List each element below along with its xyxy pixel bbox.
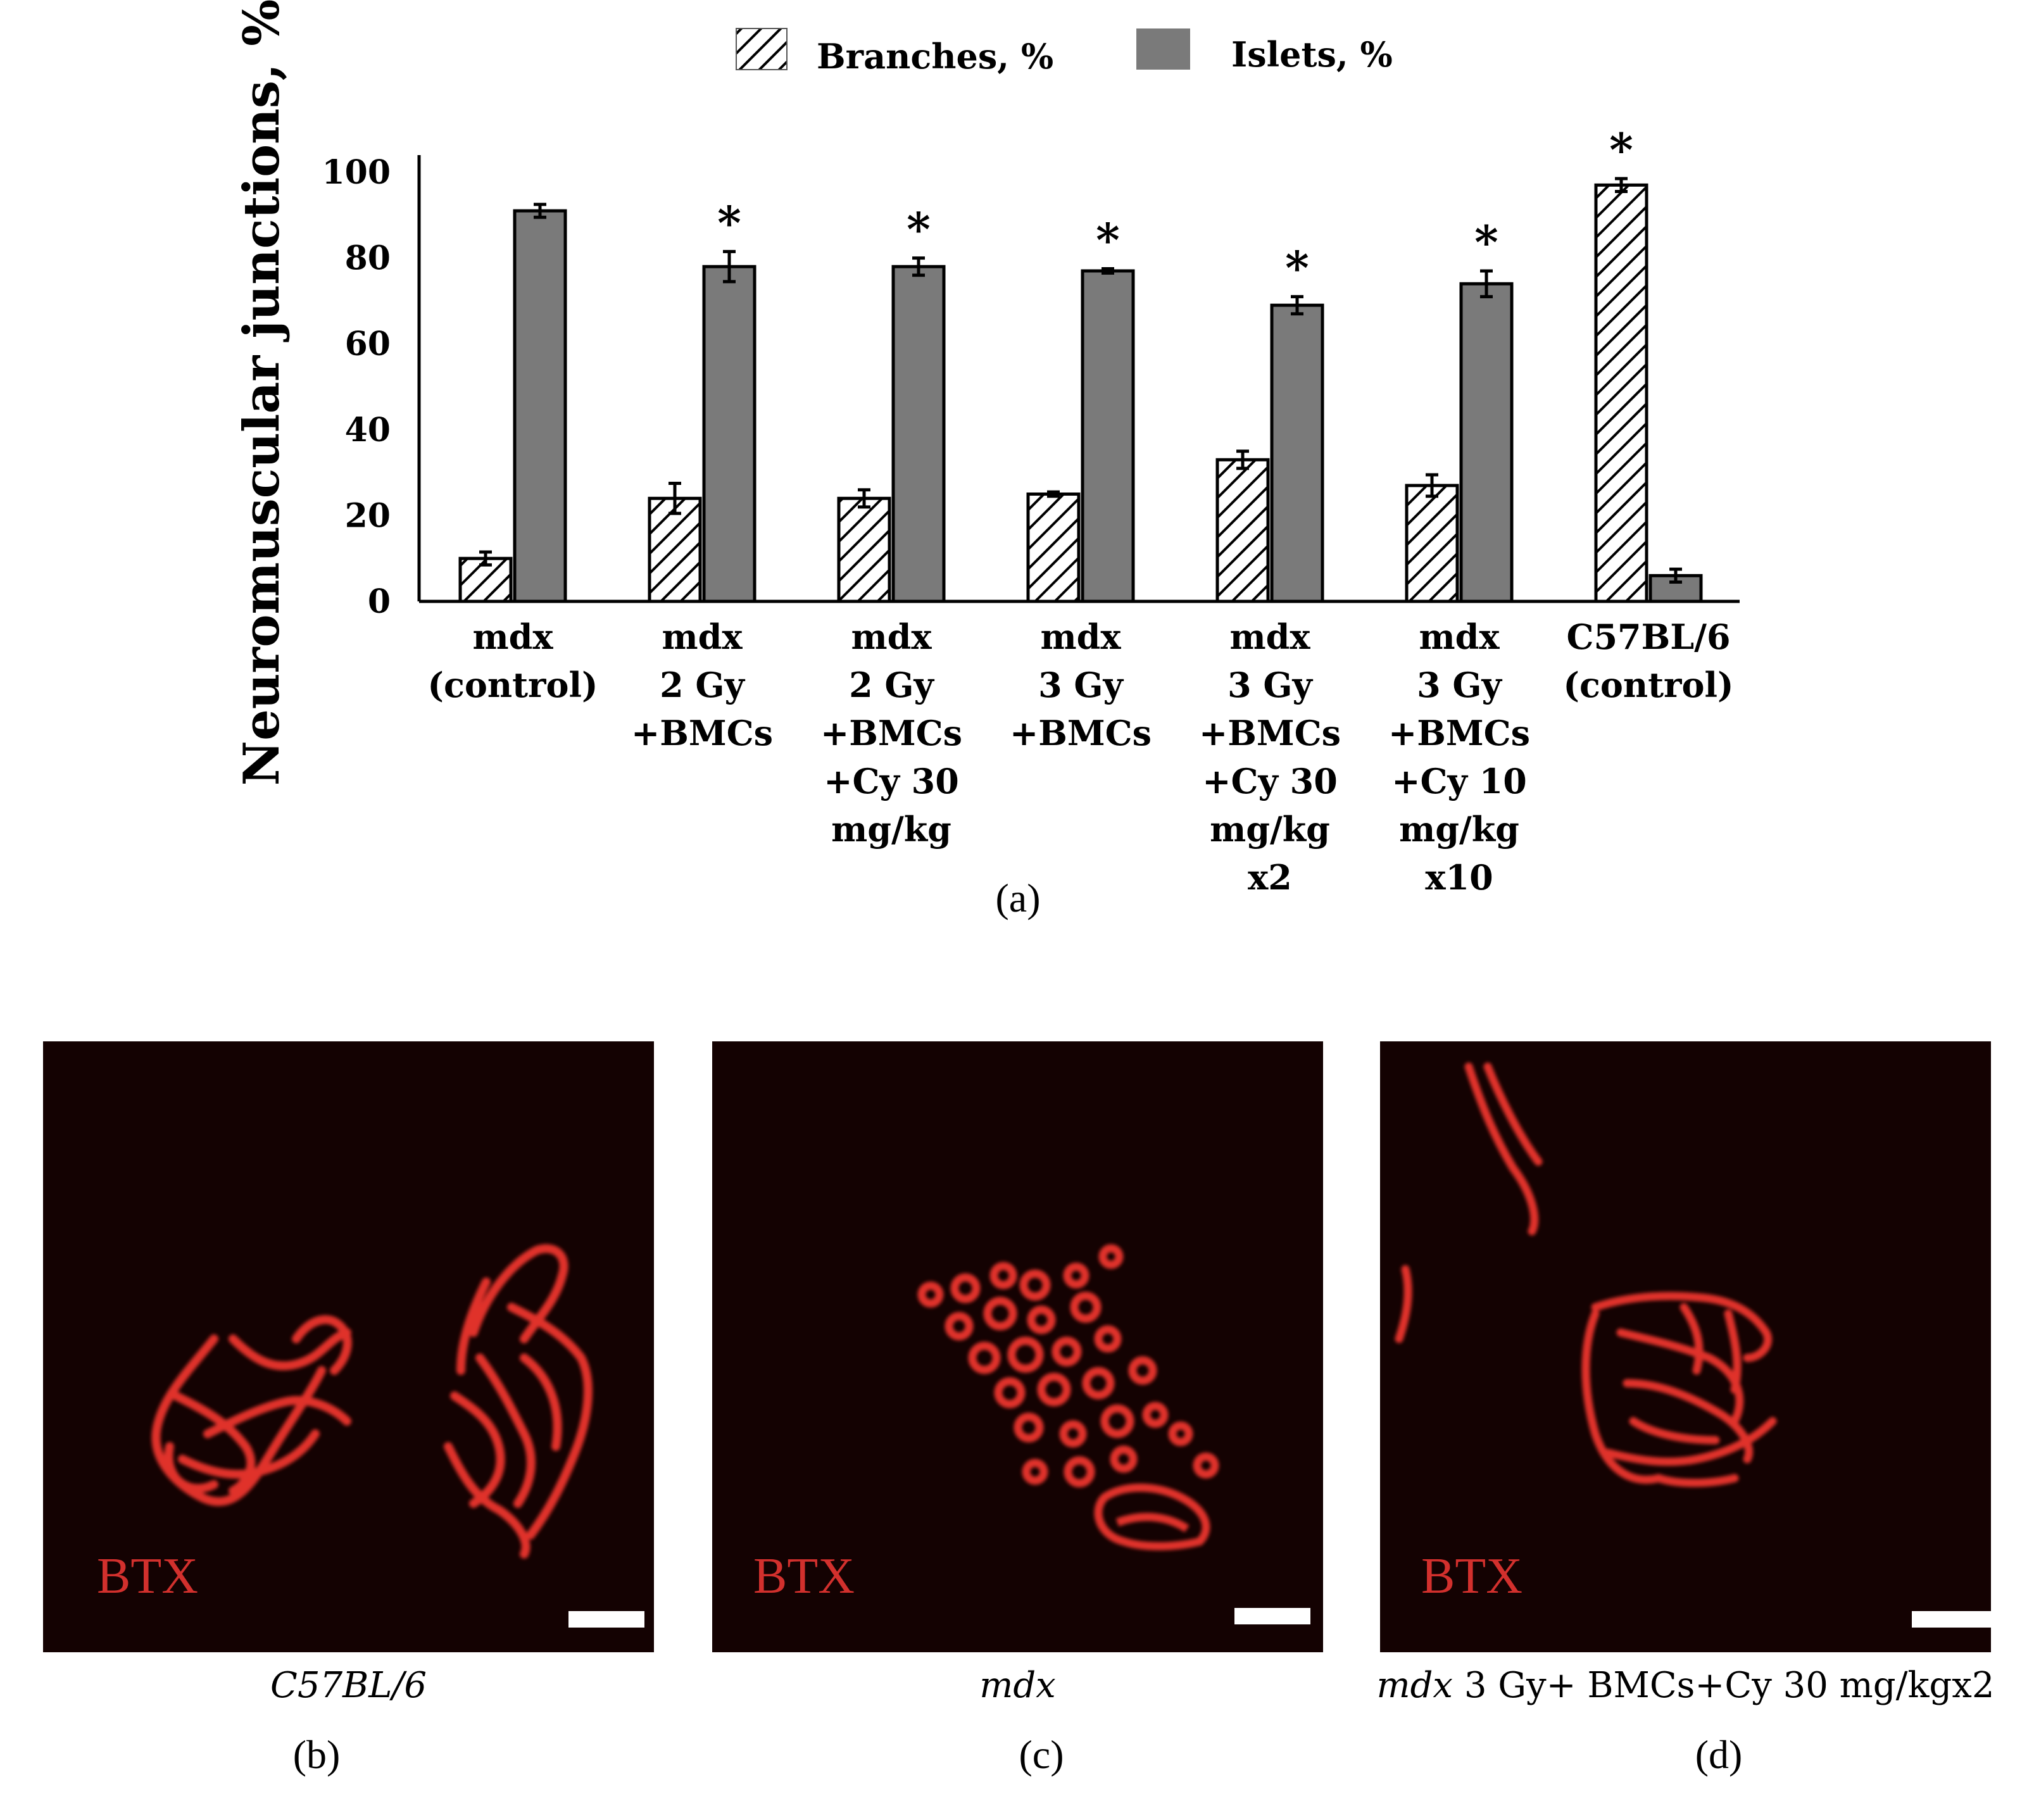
x-tick-label-2-2: +BMCs xyxy=(820,713,962,753)
panel-label-d: (d) xyxy=(1695,1732,1743,1777)
legend-label-branches: Branches, % xyxy=(817,36,1053,77)
panel-label-c: (c) xyxy=(1019,1732,1064,1777)
x-tick-label-5-4: mg/kg xyxy=(1399,809,1519,850)
caption-b-strain: C57BL/6 xyxy=(270,1665,427,1706)
y-tick-label-1: 20 xyxy=(345,496,391,535)
panel-label-b: (b) xyxy=(292,1732,341,1777)
bar-islets-5 xyxy=(1459,282,1514,603)
stain-label-c: BTX xyxy=(753,1548,855,1604)
x-tick-label-4-3: +Cy 30 xyxy=(1202,761,1338,801)
bar-chart: 0 20 40 60 80 100 Neuromuscular junctions, % Br… xyxy=(233,0,1740,920)
x-tick-label-0-0: mdx xyxy=(472,617,553,657)
nmj-pretzel-image xyxy=(151,1244,593,1559)
stain-label-d: BTX xyxy=(1421,1548,1522,1604)
caption-d-strain: mdx xyxy=(1376,1665,1453,1706)
significance-marker-4: * xyxy=(1285,241,1309,295)
x-tick-label-5-5: x10 xyxy=(1425,857,1493,898)
significance-marker-2: * xyxy=(907,203,931,256)
x-tick-label-3-0: mdx xyxy=(1040,617,1121,657)
micrograph-c: BTX xyxy=(712,1041,1323,1652)
bar-islets-0 xyxy=(513,209,567,603)
x-tick-label-4-0: mdx xyxy=(1229,617,1310,657)
y-axis-label: Neuromuscular junctions, % xyxy=(233,0,291,786)
caption-c: mdx xyxy=(712,1665,1323,1706)
legend-swatch-branches xyxy=(736,28,788,70)
bar-branches-2 xyxy=(837,496,891,603)
scale-bar-d xyxy=(1912,1611,1991,1628)
x-tick-label-5-3: +Cy 10 xyxy=(1391,761,1527,801)
legend-label-islets: Islets, % xyxy=(1231,34,1393,75)
x-tick-label-1-2: +BMCs xyxy=(631,713,773,753)
y-tick-label-3: 60 xyxy=(345,325,391,363)
x-tick-label-6-0: C57BL/6 xyxy=(1566,617,1730,657)
significance-marker-3: * xyxy=(1096,213,1120,267)
scale-bar-b xyxy=(568,1611,644,1628)
x-tick-label-3-2: +BMCs xyxy=(1010,713,1152,753)
bar-islets-3 xyxy=(1081,269,1135,603)
x-tick-label-3-1: 3 Gy xyxy=(1038,665,1124,705)
legend-swatch-islets xyxy=(1136,28,1190,70)
significance-marker-6: * xyxy=(1609,123,1633,177)
y-tick-label-5: 100 xyxy=(322,153,391,192)
x-tick-label-1-0: mdx xyxy=(662,617,743,657)
x-tick-label-4-5: x2 xyxy=(1248,857,1292,898)
x-tick-label-4-2: +BMCs xyxy=(1199,713,1341,753)
bar-branches-1 xyxy=(648,496,702,603)
x-tick-label-5-1: 3 Gy xyxy=(1417,665,1502,705)
nmj-fragmented-image xyxy=(917,1244,1219,1550)
x-tick-label-1-1: 2 Gy xyxy=(660,665,745,705)
bar-islets-1 xyxy=(702,265,756,603)
caption-b: C57BL/6 xyxy=(43,1665,654,1706)
caption-c-strain: mdx xyxy=(979,1665,1056,1706)
y-tick-label-2: 40 xyxy=(345,411,391,449)
caption-d-rest: 3 Gy+ BMCs+Cy 30 mg/kgx2 xyxy=(1453,1665,1995,1706)
scale-bar-c xyxy=(1234,1608,1310,1624)
x-tick-label-2-4: mg/kg xyxy=(831,809,951,850)
x-tick-label-5-2: +BMCs xyxy=(1388,713,1530,753)
x-tick-label-4-1: 3 Gy xyxy=(1227,665,1313,705)
bar-branches-6 xyxy=(1594,183,1648,603)
bar-branches-4 xyxy=(1215,458,1270,603)
x-tick-label-0-1: (control) xyxy=(427,665,598,705)
significance-marker-5: * xyxy=(1474,215,1498,269)
x-tick-label-2-1: 2 Gy xyxy=(849,665,934,705)
x-tick-label-2-0: mdx xyxy=(851,617,932,657)
caption-d: mdx 3 Gy+ BMCs+Cy 30 mg/kgx2 xyxy=(1355,1665,2016,1706)
stain-label-b: BTX xyxy=(97,1548,198,1604)
x-tick-label-5-0: mdx xyxy=(1419,617,1500,657)
nmj-restored-image xyxy=(1395,1062,1777,1487)
bar-islets-4 xyxy=(1270,303,1324,603)
bar-islets-2 xyxy=(891,265,946,603)
significance-marker-1: * xyxy=(717,196,741,249)
x-tick-label-6-1: (control) xyxy=(1563,665,1733,705)
x-tick-label-4-4: mg/kg xyxy=(1210,809,1330,850)
bar-branches-3 xyxy=(1026,493,1081,603)
bar-branches-5 xyxy=(1405,484,1459,603)
y-tick-label-0: 0 xyxy=(368,582,391,621)
y-tick-label-4: 80 xyxy=(345,239,391,278)
micrograph-d: BTX xyxy=(1380,1041,1991,1652)
micrograph-b: BTX xyxy=(43,1041,654,1652)
panel-label-a: (a) xyxy=(995,875,1040,920)
x-tick-label-2-3: +Cy 30 xyxy=(824,761,959,801)
